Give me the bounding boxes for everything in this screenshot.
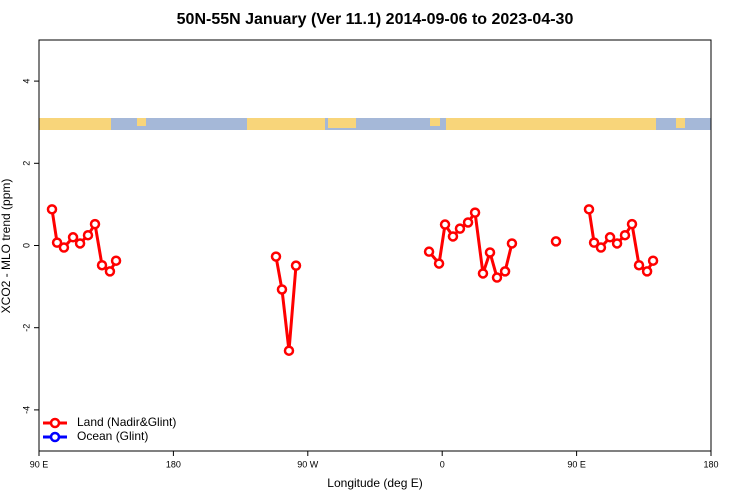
series-line [50, 209, 655, 353]
y-axis-label: XCO2 - MLO trend (ppm) [0, 179, 13, 314]
data-point [51, 237, 63, 248]
data-point [499, 266, 511, 277]
data-point [67, 232, 79, 243]
data-point [290, 260, 302, 271]
data-point [491, 272, 503, 283]
data-point [423, 246, 435, 257]
data-point [506, 238, 518, 249]
data-point [58, 242, 70, 253]
land-strip [328, 118, 356, 128]
land-strip [446, 118, 656, 130]
data-point [447, 231, 459, 242]
data-point [619, 229, 631, 241]
data-point [641, 266, 653, 277]
y-tick-label: -2 [21, 324, 31, 332]
x-tick-label: 90 E [30, 459, 49, 469]
land-ocean-strip [39, 118, 711, 130]
data-point [595, 242, 607, 253]
data-point [633, 259, 645, 271]
legend-label: Land (Nadir&Glint) [77, 415, 176, 429]
data-point [647, 255, 659, 266]
data-point [462, 217, 474, 228]
data-point [96, 259, 108, 271]
x-tick-label: 180 [703, 459, 718, 469]
x-tick-label: 90 E [567, 459, 586, 469]
y-tick-label: -4 [21, 406, 31, 414]
data-point [439, 219, 451, 230]
data-point [469, 207, 481, 218]
data-point [484, 247, 496, 258]
data-point [433, 258, 445, 269]
data-point [82, 229, 94, 241]
land-strip [247, 118, 325, 130]
legend-label: Ocean (Glint) [77, 429, 148, 443]
x-tick-label: 90 W [297, 459, 319, 469]
data-point [89, 218, 101, 230]
data-point [104, 266, 116, 277]
data-point [110, 255, 122, 266]
data-point [626, 218, 638, 230]
chart-title: 50N-55N January (Ver 11.1) 2014-09-06 to… [177, 11, 574, 28]
x-tick-label: 0 [440, 459, 445, 469]
data-point [276, 284, 288, 295]
data-point [611, 238, 623, 249]
y-tick-label: 0 [21, 243, 31, 248]
data-point [550, 236, 562, 247]
data-point [74, 238, 86, 249]
land-strip [137, 118, 146, 126]
data-point [604, 232, 616, 243]
land-strip [39, 118, 111, 130]
data-point [583, 204, 595, 215]
legend-marker [49, 417, 61, 429]
data-point [283, 345, 295, 356]
data-point [46, 204, 58, 215]
data-point [270, 251, 282, 262]
x-tick-label: 180 [166, 459, 181, 469]
land-strip [676, 118, 685, 128]
data-point [454, 223, 466, 234]
legend-marker [49, 431, 61, 443]
land-strip [430, 118, 440, 126]
x-axis-label: Longitude (deg E) [327, 476, 422, 490]
data-point [588, 237, 600, 248]
y-tick-label: 4 [21, 79, 31, 84]
data-point [477, 268, 489, 279]
y-tick-label: 2 [21, 161, 31, 166]
